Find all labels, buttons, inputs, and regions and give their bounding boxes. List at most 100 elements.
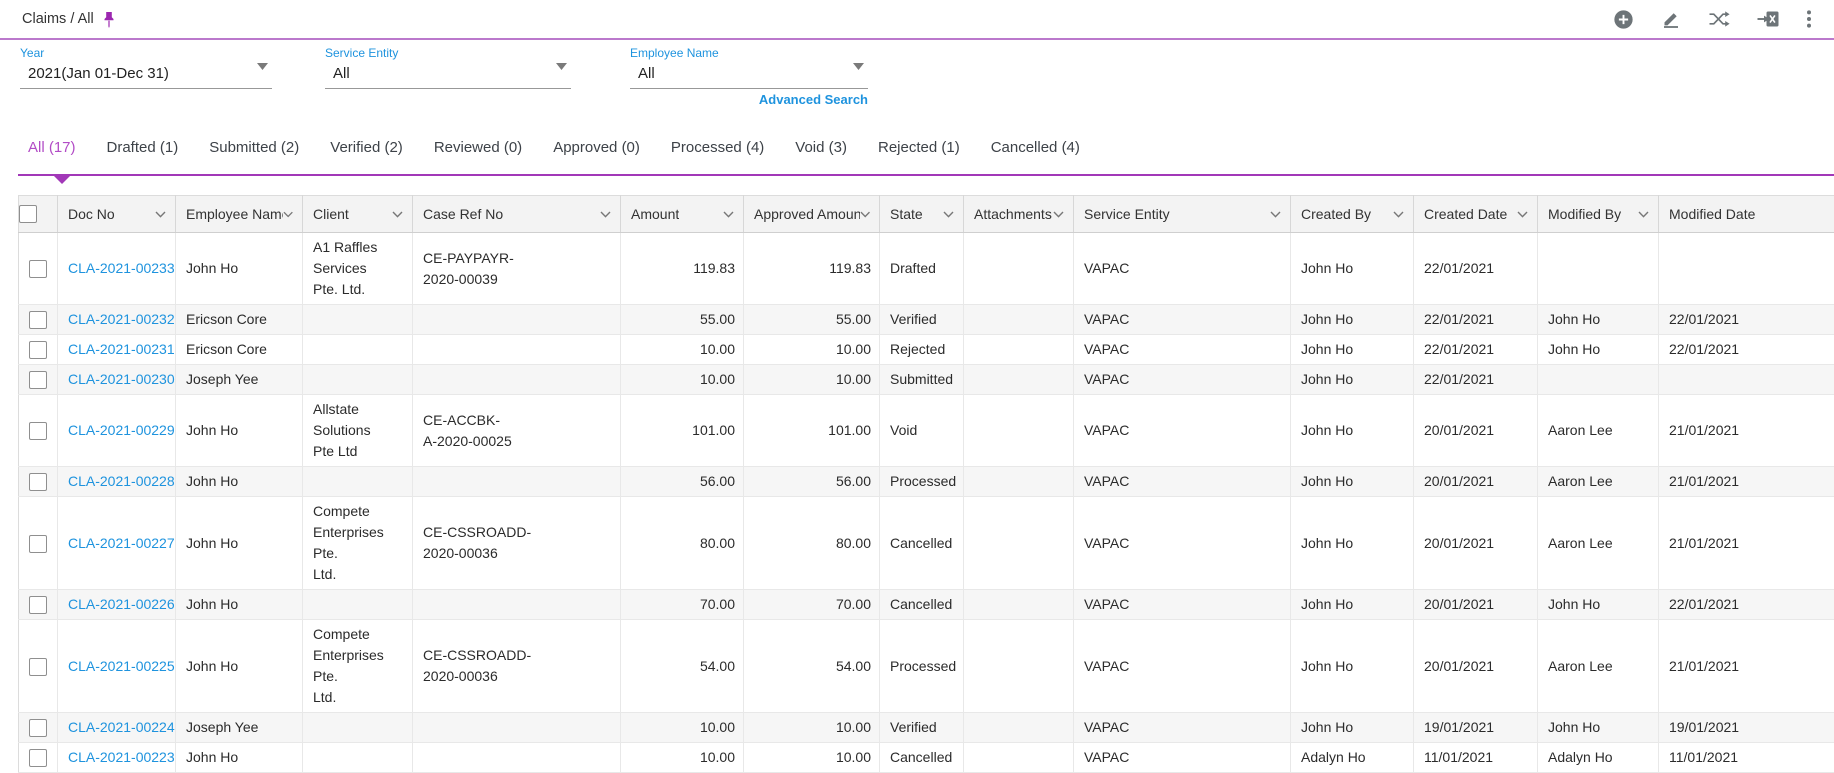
cell-doc-no: CLA-2021-00233 xyxy=(58,233,176,305)
chevron-down-icon[interactable] xyxy=(1393,211,1404,218)
employee-name-filter-value[interactable]: All xyxy=(630,62,868,89)
doc-no-link[interactable]: CLA-2021-00227 xyxy=(68,535,175,551)
column-header-attachments[interactable]: Attachments xyxy=(964,196,1074,233)
cell-modified-date: 21/01/2021 xyxy=(1659,467,1834,497)
row-checkbox[interactable] xyxy=(29,371,47,389)
service-entity-filter[interactable]: Service Entity All xyxy=(325,46,571,89)
row-checkbox[interactable] xyxy=(29,311,47,329)
row-checkbox[interactable] xyxy=(29,658,47,676)
doc-no-link[interactable]: CLA-2021-00229 xyxy=(68,422,175,438)
chevron-down-icon[interactable] xyxy=(723,211,734,218)
row-checkbox[interactable] xyxy=(29,422,47,440)
select-all-header[interactable] xyxy=(19,196,58,233)
chevron-down-icon[interactable] xyxy=(283,211,293,218)
shuffle-button[interactable] xyxy=(1708,9,1730,29)
doc-no-link[interactable]: CLA-2021-00223 xyxy=(68,749,175,765)
cell-modified-by: John Ho xyxy=(1538,335,1659,365)
row-checkbox[interactable] xyxy=(29,749,47,767)
row-checkbox[interactable] xyxy=(29,596,47,614)
tab-submitted[interactable]: Submitted (2) xyxy=(209,139,299,156)
cell-created-date: 20/01/2021 xyxy=(1414,620,1538,713)
cell-select xyxy=(19,497,58,590)
chevron-down-icon[interactable] xyxy=(392,211,403,218)
tab-drafted[interactable]: Drafted (1) xyxy=(107,139,179,156)
chevron-down-icon[interactable] xyxy=(1053,211,1064,218)
cell-created-by: John Ho xyxy=(1291,233,1414,305)
add-button[interactable] xyxy=(1613,9,1634,30)
advanced-search-link[interactable]: Advanced Search xyxy=(630,92,868,107)
export-excel-button[interactable] xyxy=(1757,9,1779,29)
chevron-down-icon[interactable] xyxy=(860,211,870,218)
cell-modified-by: Aaron Lee xyxy=(1538,620,1659,713)
tab-processed[interactable]: Processed (4) xyxy=(671,139,764,156)
employee-name-filter[interactable]: Employee Name All xyxy=(630,46,868,89)
doc-no-link[interactable]: CLA-2021-00231 xyxy=(68,341,175,357)
cell-select xyxy=(19,467,58,497)
cell-created-by: John Ho xyxy=(1291,335,1414,365)
column-header-client[interactable]: Client xyxy=(303,196,413,233)
kebab-icon xyxy=(1806,9,1812,29)
table-row: CLA-2021-00232Ericson Core55.0055.00Veri… xyxy=(19,305,1834,335)
tab-void[interactable]: Void (3) xyxy=(795,139,847,156)
doc-no-link[interactable]: CLA-2021-00224 xyxy=(68,719,175,735)
select-all-checkbox[interactable] xyxy=(19,205,37,223)
cell-created-date: 19/01/2021 xyxy=(1414,713,1538,743)
chevron-down-icon[interactable] xyxy=(155,211,166,218)
chevron-down-icon[interactable] xyxy=(1517,211,1528,218)
table-row: CLA-2021-00223John Ho10.0010.00Cancelled… xyxy=(19,743,1834,773)
row-checkbox[interactable] xyxy=(29,341,47,359)
cell-created-by: John Ho xyxy=(1291,395,1414,467)
cell-service-entity: VAPAC xyxy=(1074,713,1291,743)
doc-no-link[interactable]: CLA-2021-00232 xyxy=(68,311,175,327)
chevron-down-icon[interactable] xyxy=(1270,211,1281,218)
cell-modified-date: 11/01/2021 xyxy=(1659,743,1834,773)
service-entity-filter-value[interactable]: All xyxy=(325,62,571,89)
year-filter-label: Year xyxy=(20,46,272,60)
doc-no-link[interactable]: CLA-2021-00233 xyxy=(68,260,175,276)
tab-all[interactable]: All (17) xyxy=(28,139,76,156)
chevron-down-icon[interactable] xyxy=(600,211,611,218)
tab-rejected[interactable]: Rejected (1) xyxy=(878,139,960,156)
column-header-employee-name[interactable]: Employee Name xyxy=(176,196,303,233)
column-header-doc-no[interactable]: Doc No xyxy=(58,196,176,233)
tab-approved[interactable]: Approved (0) xyxy=(553,139,640,156)
cell-doc-no: CLA-2021-00227 xyxy=(58,497,176,590)
column-header-amount[interactable]: Amount xyxy=(621,196,744,233)
year-filter-value[interactable]: 2021(Jan 01-Dec 31) xyxy=(20,62,272,89)
column-header-created-by[interactable]: Created By xyxy=(1291,196,1414,233)
doc-no-link[interactable]: CLA-2021-00225 xyxy=(68,658,175,674)
column-header-state[interactable]: State xyxy=(880,196,964,233)
doc-no-link[interactable]: CLA-2021-00230 xyxy=(68,371,175,387)
edit-button[interactable] xyxy=(1661,9,1681,29)
chevron-down-icon[interactable] xyxy=(1638,211,1649,218)
row-checkbox[interactable] xyxy=(29,535,47,553)
tab-cancelled[interactable]: Cancelled (4) xyxy=(991,139,1080,156)
tab-reviewed[interactable]: Reviewed (0) xyxy=(434,139,522,156)
cell-doc-no: CLA-2021-00224 xyxy=(58,713,176,743)
doc-no-link[interactable]: CLA-2021-00226 xyxy=(68,596,175,612)
row-checkbox[interactable] xyxy=(29,260,47,278)
more-menu-button[interactable] xyxy=(1806,9,1812,29)
row-checkbox[interactable] xyxy=(29,719,47,737)
tab-verified[interactable]: Verified (2) xyxy=(330,139,403,156)
cell-modified-by xyxy=(1538,233,1659,305)
chevron-down-icon[interactable] xyxy=(943,211,954,218)
cell-modified-date: 22/01/2021 xyxy=(1659,335,1834,365)
row-checkbox[interactable] xyxy=(29,473,47,491)
column-header-modified-by[interactable]: Modified By xyxy=(1538,196,1659,233)
cell-approved-amount: 10.00 xyxy=(744,365,880,395)
column-header-case-ref-no[interactable]: Case Ref No xyxy=(413,196,621,233)
column-header-modified-date[interactable]: Modified Date xyxy=(1659,196,1834,233)
doc-no-link[interactable]: CLA-2021-00228 xyxy=(68,473,175,489)
cell-select xyxy=(19,335,58,365)
column-header-service-entity[interactable]: Service Entity xyxy=(1074,196,1291,233)
cell-state: Processed xyxy=(880,467,964,497)
column-header-created-date[interactable]: Created Date xyxy=(1414,196,1538,233)
cell-created-date: 22/01/2021 xyxy=(1414,305,1538,335)
year-filter[interactable]: Year 2021(Jan 01-Dec 31) xyxy=(20,46,272,89)
cell-attachments xyxy=(964,335,1074,365)
table-row: CLA-2021-00229John HoAllstate Solutions … xyxy=(19,395,1834,467)
pin-icon[interactable] xyxy=(103,11,115,28)
column-header-approved-amount[interactable]: Approved Amount xyxy=(744,196,880,233)
cell-created-date: 22/01/2021 xyxy=(1414,335,1538,365)
